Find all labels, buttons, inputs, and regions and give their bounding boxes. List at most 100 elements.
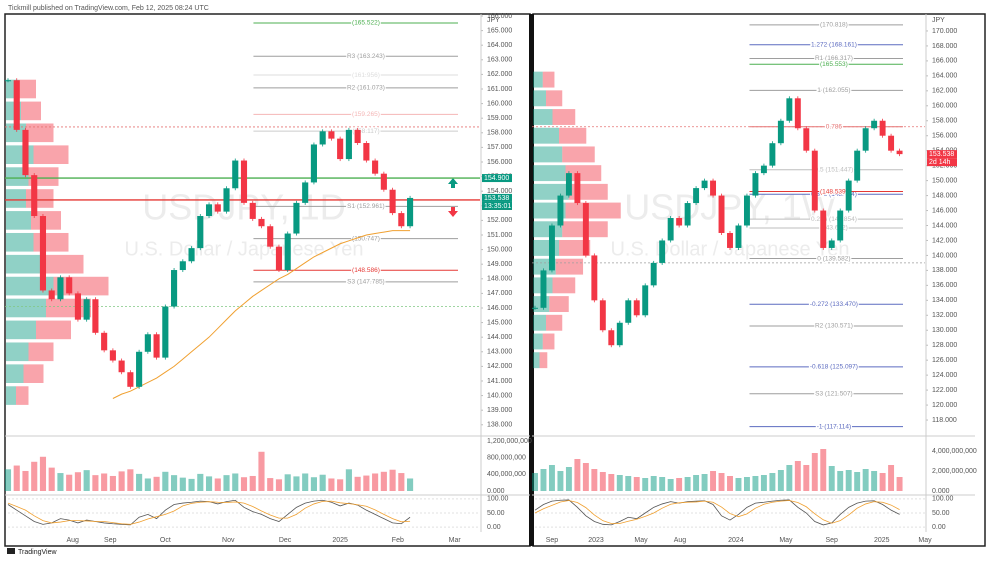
x-tick-label: May [634, 537, 648, 544]
volume-bar [642, 478, 649, 491]
candle [845, 180, 852, 211]
y-tick-label: 163.000 [487, 57, 512, 64]
candle [398, 213, 405, 227]
down-arrow [448, 207, 458, 217]
y-tick-label: 144.000 [932, 222, 957, 229]
level-label: 0.786 [826, 123, 843, 130]
volume-bar [328, 478, 335, 491]
price-badge-label: 153.538 [929, 151, 954, 158]
level-label: (165.522) [352, 20, 380, 27]
candle [659, 240, 666, 263]
candle [380, 173, 387, 190]
y-tick-label: 140.000 [487, 392, 512, 399]
volume-bar [811, 453, 818, 491]
volume-bar [710, 471, 717, 491]
candle [752, 173, 759, 196]
profile-up [6, 298, 46, 318]
profile-up [533, 71, 543, 88]
x-tick-label: 2024 [728, 537, 744, 544]
volume-bar [828, 466, 835, 491]
profile-down [546, 314, 563, 331]
level-label: R1 (166.317) [815, 55, 853, 62]
volume-bar [693, 475, 700, 491]
watermark-subtitle: U.S. Dollar / Japanese Yen [124, 238, 363, 260]
volume-bar [616, 475, 623, 491]
volume-bar [667, 479, 674, 491]
candle [232, 160, 239, 189]
volume-bar [532, 473, 538, 491]
candle [240, 160, 248, 203]
volume-bar [718, 473, 725, 491]
candle [22, 129, 29, 176]
candle [837, 210, 844, 241]
volume-bar [862, 469, 869, 491]
profile-up [533, 90, 546, 107]
y-tick-label: 126.000 [932, 357, 957, 364]
candle [684, 203, 691, 226]
volume-bar [854, 472, 861, 491]
profile-down [18, 79, 36, 99]
volume-bar [144, 478, 151, 491]
profile-up [6, 145, 34, 165]
candle [372, 160, 379, 174]
level-label: S3 (121.507) [815, 391, 853, 398]
candle [214, 204, 221, 212]
profile-down [21, 101, 41, 121]
volume-bar [337, 479, 344, 491]
y-tick-label: 159.000 [487, 115, 512, 122]
candle [565, 173, 572, 196]
candle [693, 188, 700, 204]
volume-bar [574, 459, 581, 491]
y-tick-label: 138.000 [487, 422, 512, 429]
profile-up [533, 221, 563, 238]
price-badge [927, 150, 957, 159]
volume-tick-label: 4,000,000,000 [932, 448, 977, 455]
volume-bar [354, 476, 361, 491]
profile-up [533, 314, 546, 331]
candle [794, 98, 801, 129]
candle [879, 120, 886, 136]
candle [83, 299, 90, 320]
volume-bar [786, 465, 793, 491]
candle [532, 307, 538, 309]
y-tick-label: 164.000 [487, 42, 512, 49]
header-title: Tickmill published on TradingView.com, F… [8, 5, 209, 12]
level-label: -0.272 (133.470) [810, 301, 858, 308]
volume-bar [389, 469, 396, 491]
volume-bar [820, 449, 827, 491]
volume-bar [310, 477, 317, 491]
volume-bar [188, 478, 195, 491]
candle [136, 351, 143, 387]
y-tick-label: 150.000 [487, 246, 512, 253]
candle [48, 290, 55, 300]
profile-down [33, 145, 69, 165]
brand: TradingView [7, 548, 57, 556]
candle [633, 300, 640, 316]
profile-up [533, 352, 540, 369]
x-tick-label: May [779, 537, 793, 544]
y-tick-label: 160.000 [487, 100, 512, 107]
volume-tick-label: 400,000,000 [487, 471, 526, 478]
candle [57, 277, 64, 300]
stoch-tick-label: 100.00 [487, 496, 509, 503]
volume-bar [803, 465, 810, 491]
volume-bar [284, 474, 291, 491]
timer-label: 2d 14h [929, 159, 951, 166]
candle [803, 128, 810, 151]
profile-up [533, 333, 543, 350]
y-tick-label: 158.000 [932, 118, 957, 125]
y-tick-label: 146.000 [487, 305, 512, 312]
candle [249, 202, 256, 219]
volume-bar [74, 472, 81, 491]
level-label: 1 (162.055) [817, 87, 850, 94]
y-tick-label: 143.000 [487, 349, 512, 356]
level-label: 0 (139.582) [817, 255, 850, 262]
y-tick-label: 151.000 [487, 232, 512, 239]
profile-down [546, 90, 563, 107]
candle [574, 173, 581, 204]
volume-bar [302, 473, 309, 491]
candle [39, 216, 47, 291]
y-tick-label: 152.000 [487, 217, 512, 224]
volume-bar [127, 469, 134, 491]
